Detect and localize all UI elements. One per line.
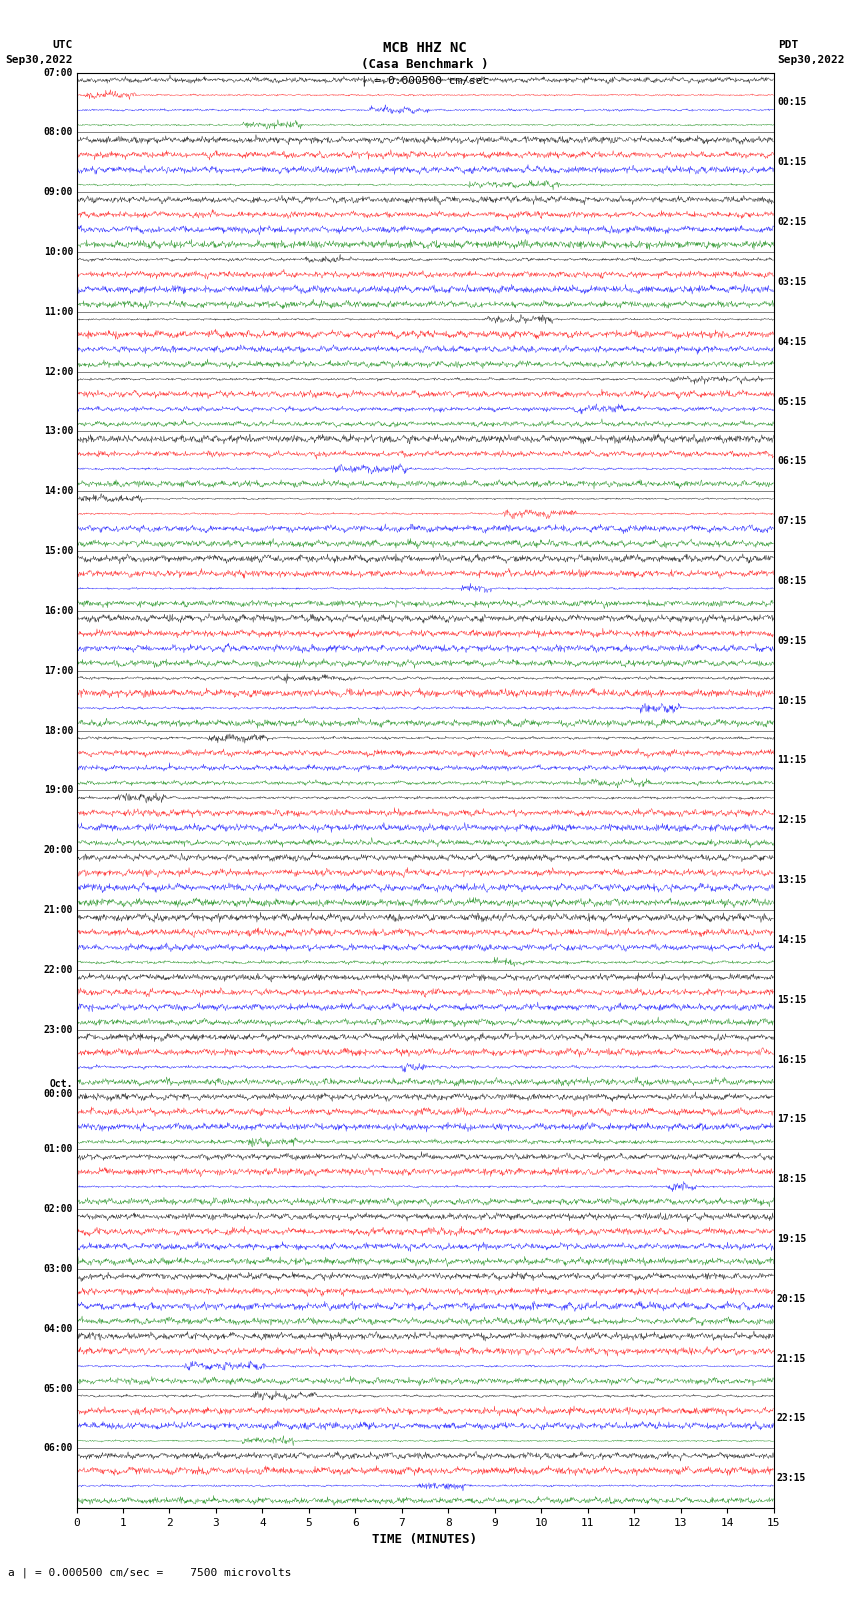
Text: 18:15: 18:15 bbox=[777, 1174, 807, 1184]
Text: 17:15: 17:15 bbox=[777, 1115, 807, 1124]
Text: 04:00: 04:00 bbox=[43, 1324, 73, 1334]
Text: 02:15: 02:15 bbox=[777, 218, 807, 227]
Text: 05:15: 05:15 bbox=[777, 397, 807, 406]
Text: 10:15: 10:15 bbox=[777, 695, 807, 705]
Text: Oct.: Oct. bbox=[49, 1079, 73, 1089]
Text: 17:00: 17:00 bbox=[43, 666, 73, 676]
Text: 02:00: 02:00 bbox=[43, 1203, 73, 1215]
Text: 07:00: 07:00 bbox=[43, 68, 73, 77]
Text: 22:00: 22:00 bbox=[43, 965, 73, 974]
Text: 00:00: 00:00 bbox=[43, 1089, 73, 1100]
Text: 04:15: 04:15 bbox=[777, 337, 807, 347]
Text: 21:00: 21:00 bbox=[43, 905, 73, 915]
Text: 03:15: 03:15 bbox=[777, 277, 807, 287]
Text: 08:00: 08:00 bbox=[43, 127, 73, 137]
X-axis label: TIME (MINUTES): TIME (MINUTES) bbox=[372, 1534, 478, 1547]
Text: 03:00: 03:00 bbox=[43, 1265, 73, 1274]
Text: 01:15: 01:15 bbox=[777, 158, 807, 168]
Text: 15:15: 15:15 bbox=[777, 995, 807, 1005]
Text: 10:00: 10:00 bbox=[43, 247, 73, 256]
Text: 18:00: 18:00 bbox=[43, 726, 73, 736]
Text: 07:15: 07:15 bbox=[777, 516, 807, 526]
Text: MCB HHZ NC: MCB HHZ NC bbox=[383, 42, 467, 55]
Text: 22:15: 22:15 bbox=[777, 1413, 807, 1423]
Text: 16:00: 16:00 bbox=[43, 606, 73, 616]
Text: 15:00: 15:00 bbox=[43, 547, 73, 556]
Text: Sep30,2022: Sep30,2022 bbox=[778, 55, 845, 65]
Text: 14:15: 14:15 bbox=[777, 936, 807, 945]
Text: 13:15: 13:15 bbox=[777, 876, 807, 886]
Text: 19:00: 19:00 bbox=[43, 786, 73, 795]
Text: 11:15: 11:15 bbox=[777, 755, 807, 766]
Text: 12:15: 12:15 bbox=[777, 815, 807, 826]
Text: 06:00: 06:00 bbox=[43, 1444, 73, 1453]
Text: a | = 0.000500 cm/sec =    7500 microvolts: a | = 0.000500 cm/sec = 7500 microvolts bbox=[8, 1568, 292, 1578]
Text: 08:15: 08:15 bbox=[777, 576, 807, 586]
Text: 14:00: 14:00 bbox=[43, 486, 73, 497]
Text: UTC: UTC bbox=[52, 40, 72, 50]
Text: PDT: PDT bbox=[778, 40, 798, 50]
Text: 16:15: 16:15 bbox=[777, 1055, 807, 1065]
Text: 09:15: 09:15 bbox=[777, 636, 807, 645]
Text: 19:15: 19:15 bbox=[777, 1234, 807, 1244]
Text: Sep30,2022: Sep30,2022 bbox=[5, 55, 72, 65]
Text: 12:00: 12:00 bbox=[43, 366, 73, 377]
Text: 09:00: 09:00 bbox=[43, 187, 73, 197]
Text: 01:00: 01:00 bbox=[43, 1144, 73, 1155]
Text: 11:00: 11:00 bbox=[43, 306, 73, 316]
Text: 05:00: 05:00 bbox=[43, 1384, 73, 1394]
Text: 20:00: 20:00 bbox=[43, 845, 73, 855]
Text: 23:15: 23:15 bbox=[777, 1473, 807, 1484]
Text: 13:00: 13:00 bbox=[43, 426, 73, 437]
Text: 21:15: 21:15 bbox=[777, 1353, 807, 1363]
Text: 23:00: 23:00 bbox=[43, 1024, 73, 1034]
Text: (Casa Benchmark ): (Casa Benchmark ) bbox=[361, 58, 489, 71]
Text: 06:15: 06:15 bbox=[777, 456, 807, 466]
Text: 00:15: 00:15 bbox=[777, 97, 807, 108]
Text: | = 0.000500 cm/sec: | = 0.000500 cm/sec bbox=[361, 76, 489, 85]
Text: 20:15: 20:15 bbox=[777, 1294, 807, 1303]
